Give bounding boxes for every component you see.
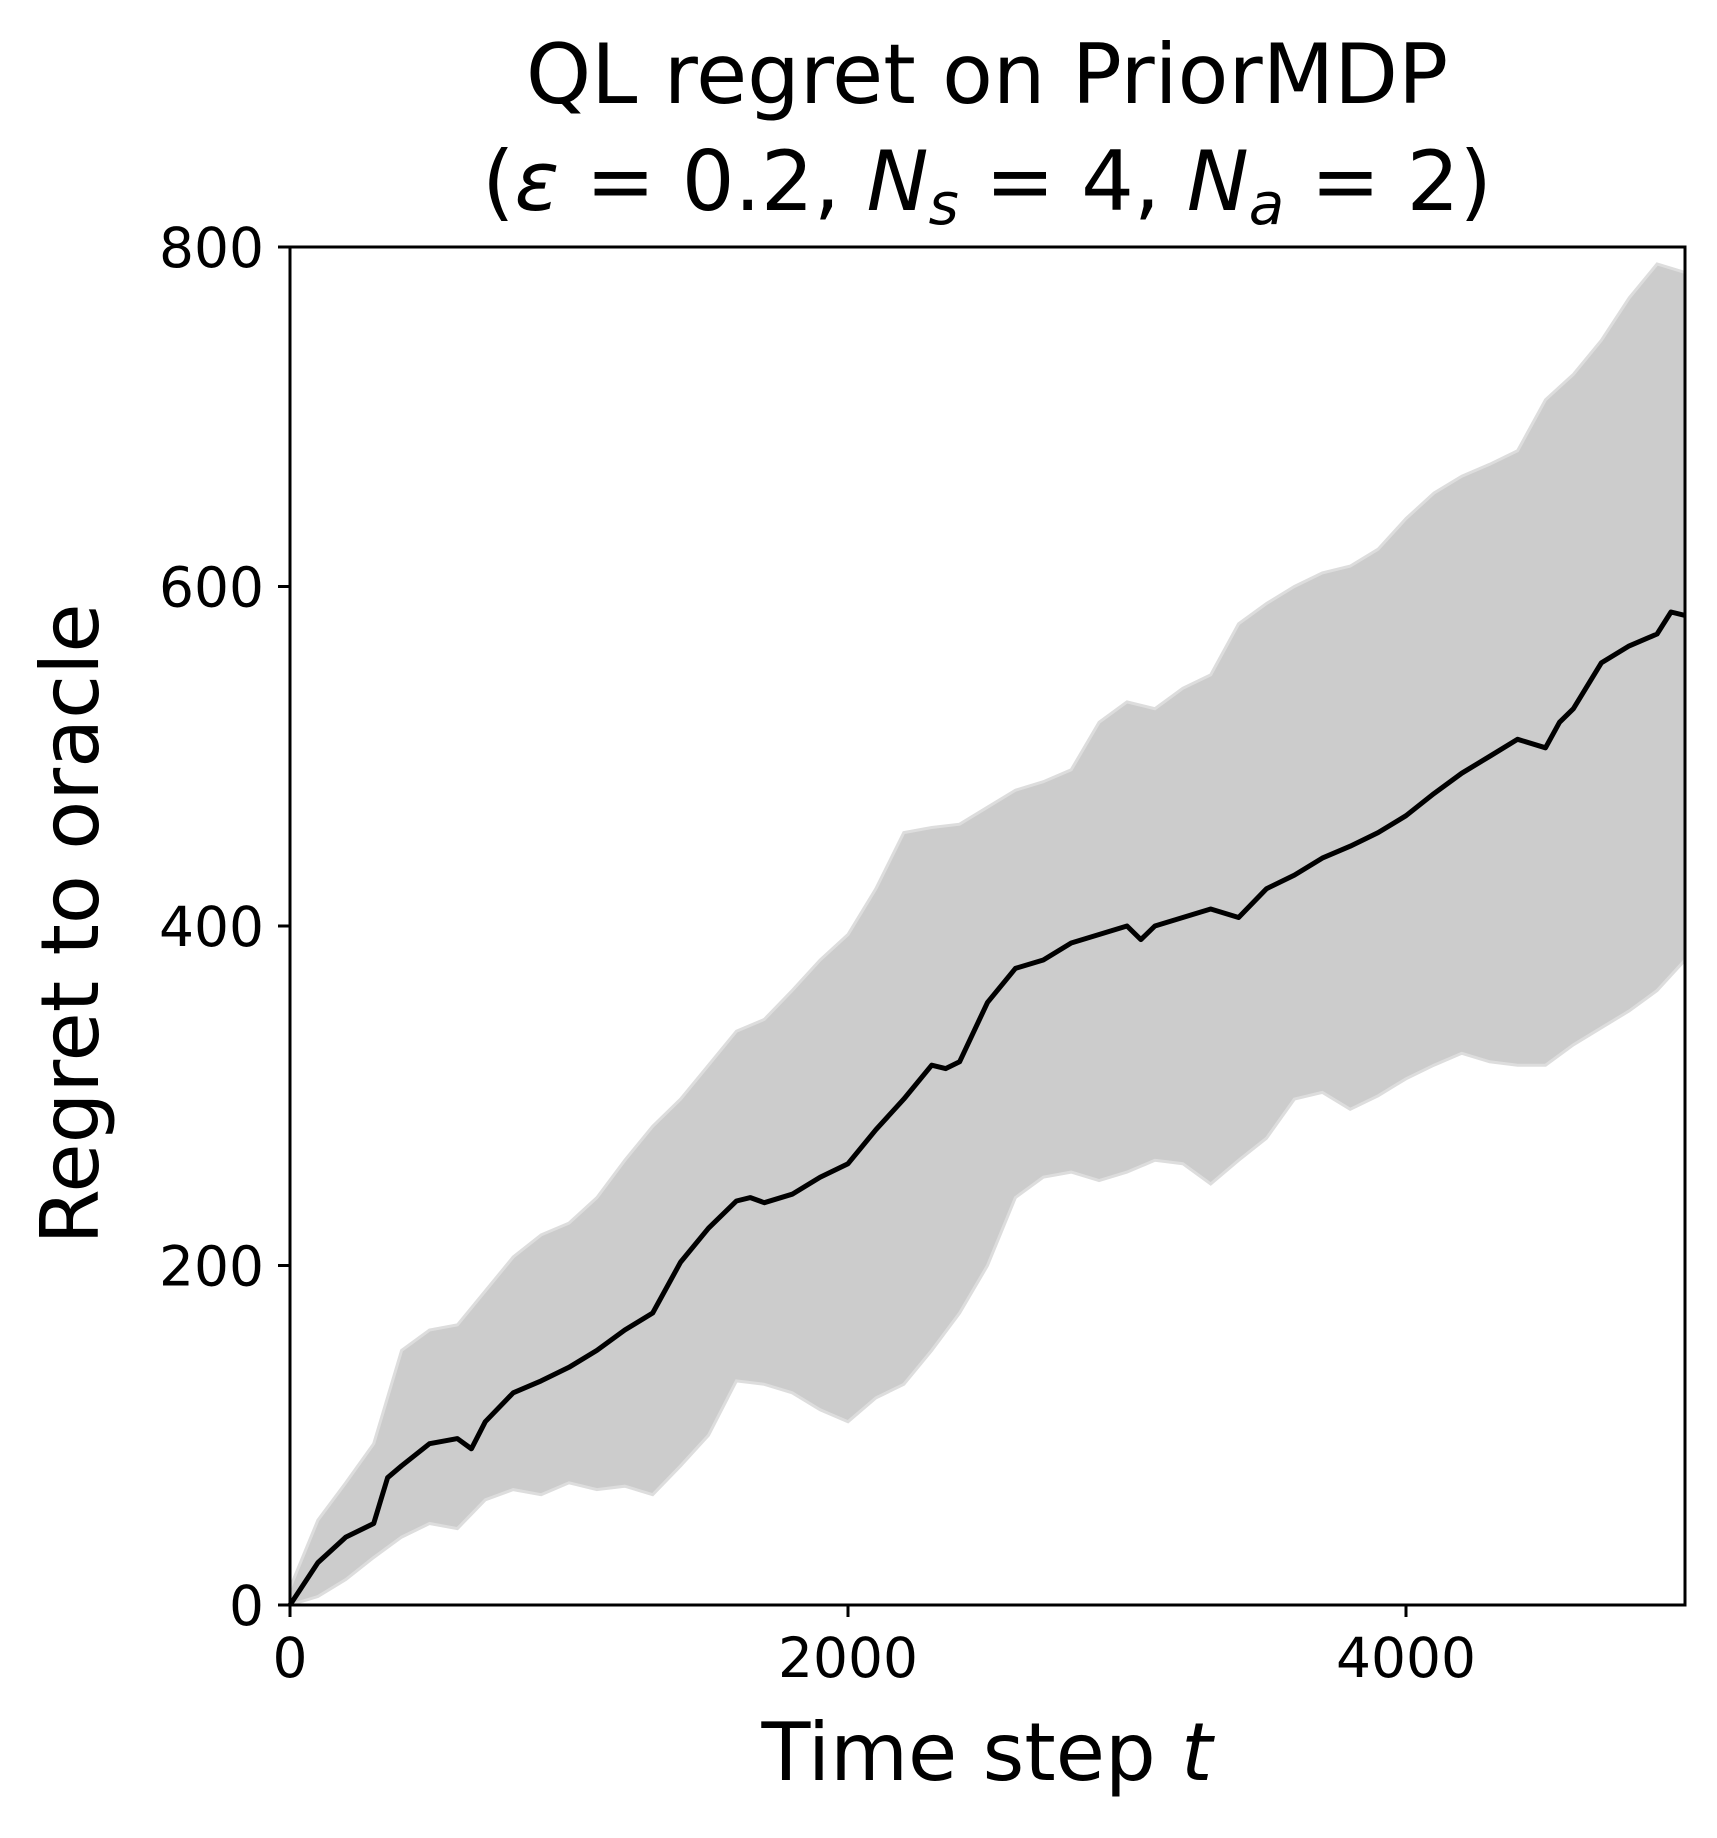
y-tick-label: 400	[159, 895, 264, 959]
y-tick-label: 0	[229, 1574, 264, 1638]
y-axis-label: Regret to oracle	[24, 603, 117, 1244]
x-axis-label: Time step t	[760, 1706, 1215, 1799]
x-tick-label: 2000	[778, 1626, 918, 1690]
x-axis-ticks: 0 2000 4000	[273, 1605, 1476, 1690]
y-tick-label: 800	[159, 216, 264, 280]
x-tick-label: 0	[273, 1626, 308, 1690]
y-axis-ticks: 0 200 400 600 800	[159, 216, 290, 1638]
mean-line-path	[287, 609, 1686, 1607]
chart-title: QL regret on PriorMDP	[526, 26, 1448, 123]
x-tick-label: 4000	[1336, 1626, 1476, 1690]
chart-subtitle: (ε = 0.2, Ns = 4, Na = 2)	[482, 133, 1492, 238]
mean-regret-line	[287, 609, 1686, 1607]
y-tick-label: 600	[159, 556, 264, 620]
y-tick-label: 200	[159, 1235, 264, 1299]
